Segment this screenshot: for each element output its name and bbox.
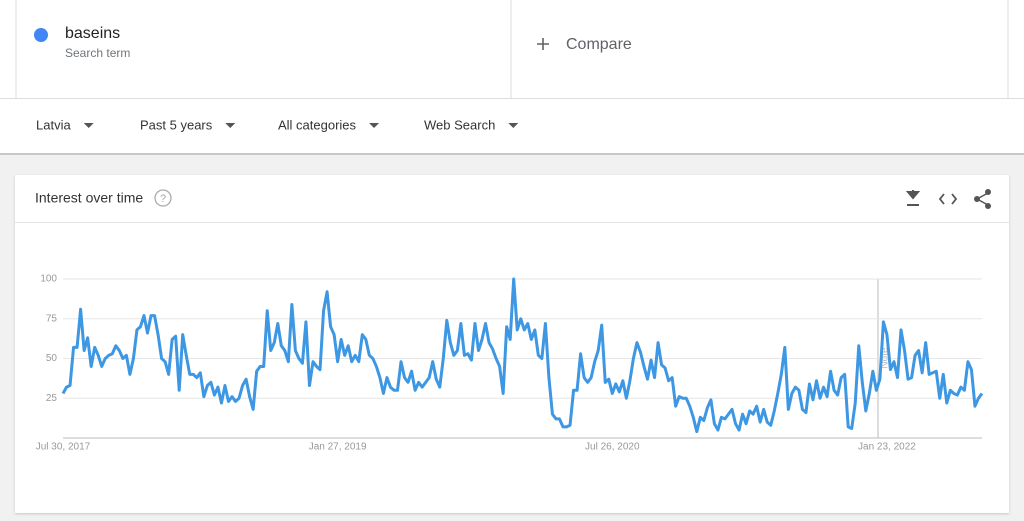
filter-label[interactable]: Web Search — [424, 117, 495, 132]
share-dot — [974, 196, 980, 202]
filter-dropdown[interactable]: All categories — [278, 117, 380, 132]
dropdown-arrow — [508, 123, 519, 128]
search-term[interactable]: baseins — [65, 25, 120, 42]
dropdown-arrow — [369, 123, 380, 128]
dropdown-arrow — [225, 123, 236, 128]
filter-label[interactable]: All categories — [278, 117, 357, 132]
filter-dropdown[interactable]: Latvia — [36, 117, 94, 132]
line-series — [61, 277, 984, 434]
filter-label[interactable]: Latvia — [36, 117, 71, 132]
x-tick-label: Jul 30, 2017 — [36, 442, 91, 453]
filter-dropdown[interactable]: Web Search — [424, 117, 519, 132]
note-label[interactable]: Note — [880, 347, 891, 369]
y-tick-label: 75 — [46, 313, 58, 324]
download-icon[interactable] — [905, 190, 921, 206]
help-circle — [154, 189, 172, 207]
share-dot — [985, 203, 991, 209]
card — [15, 175, 1009, 513]
search-term-label: Search term — [65, 46, 130, 60]
x-tick-label: Jan 27, 2019 — [309, 442, 367, 453]
share-icon[interactable] — [974, 189, 991, 209]
embed-icon[interactable] — [938, 193, 958, 205]
share-dot — [985, 189, 991, 195]
filter-dropdown[interactable]: Past 5 years — [140, 117, 236, 132]
header — [0, 0, 1024, 98]
help-mark: ? — [160, 193, 166, 205]
plus-icon — [537, 38, 549, 50]
dropdown-arrow — [83, 123, 94, 128]
y-tick-label: 100 — [40, 274, 57, 285]
y-tick-label: 50 — [46, 353, 58, 364]
help-icon[interactable]: ? — [154, 189, 172, 207]
y-tick-label: 25 — [46, 393, 58, 404]
x-tick-label: Jan 23, 2022 — [858, 442, 916, 453]
compare-button[interactable]: Compare — [537, 36, 632, 53]
compare-label[interactable]: Compare — [566, 36, 632, 53]
x-tick-label: Jul 26, 2020 — [585, 442, 640, 453]
term-dot — [34, 28, 48, 42]
card-title: Interest over time — [35, 190, 143, 206]
filter-label[interactable]: Past 5 years — [140, 117, 213, 132]
chart: 25 50 75 100 Jul 30, 2017 Jan 27, 2019 Jul 26,… — [36, 274, 984, 453]
